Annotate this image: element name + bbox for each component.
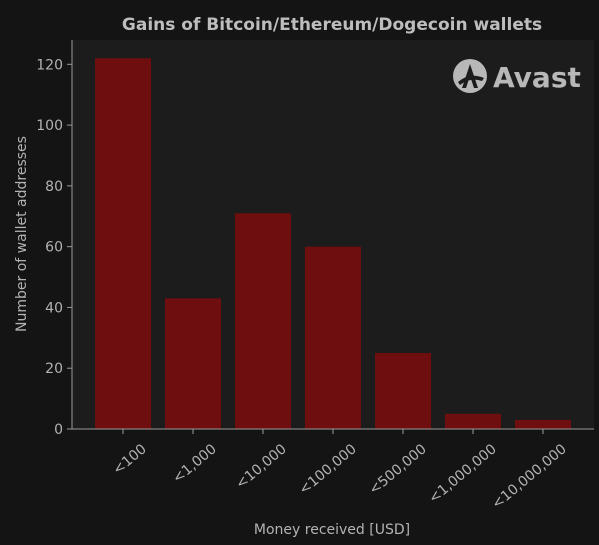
y-tick-label: 20 [45, 361, 63, 377]
x-axis-label: Money received [USD] [254, 522, 410, 538]
bar [305, 246, 361, 429]
y-axis: 0 20 40 60 80 100 120 [36, 40, 73, 438]
avast-logo-icon [453, 59, 487, 93]
bar [515, 419, 571, 429]
y-tick-label: 120 [36, 57, 63, 73]
bar [445, 413, 501, 429]
bar [165, 298, 221, 429]
y-tick-label: 40 [45, 300, 63, 316]
bar [235, 213, 291, 429]
bars-group [95, 58, 571, 429]
avast-logo: Avast [453, 59, 581, 94]
y-tick-label: 0 [54, 422, 63, 438]
y-tick-label: 80 [45, 179, 63, 195]
chart-title: Gains of Bitcoin/Ethereum/Dogecoin walle… [122, 15, 542, 35]
bar [375, 353, 431, 429]
y-tick-label: 100 [36, 118, 63, 134]
bar [95, 58, 151, 429]
y-axis-label: Number of wallet addresses [14, 136, 30, 332]
y-tick-label: 60 [45, 240, 63, 256]
logo-text: Avast [493, 61, 581, 94]
